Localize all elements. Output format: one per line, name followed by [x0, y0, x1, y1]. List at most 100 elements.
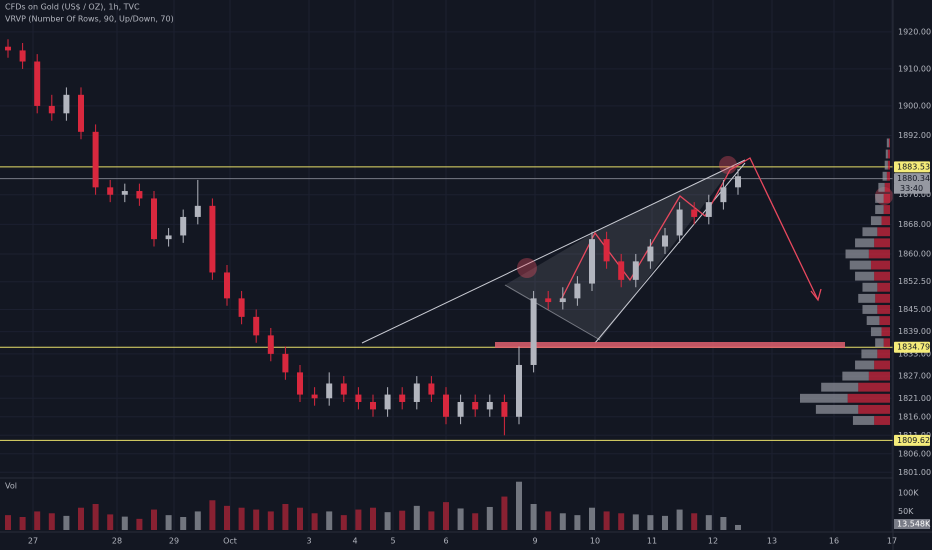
profile-down: [858, 382, 890, 392]
candle-body: [443, 394, 449, 417]
profile-down: [858, 404, 890, 414]
price-tag-label: 1809.62: [897, 436, 930, 445]
candle-body: [428, 383, 435, 395]
volume-bar: [19, 517, 26, 530]
x-tick-label: 13: [767, 537, 777, 546]
price-tag-label: 1883.53: [897, 162, 930, 171]
candle-body: [63, 94, 70, 114]
volume-bar: [63, 515, 70, 530]
profile-down: [877, 349, 890, 359]
candle-body: [92, 131, 99, 188]
volume-bar: [326, 511, 333, 530]
volume-bar: [238, 507, 245, 530]
volume-bar: [589, 507, 595, 530]
upper-trendline: [361, 159, 746, 344]
profile-down: [877, 227, 890, 237]
x-tick-label: 6: [443, 537, 448, 546]
profile-up: [861, 349, 878, 359]
support-zone: [495, 342, 845, 348]
volume-bar: [165, 515, 172, 530]
x-tick-label: 3: [306, 537, 311, 546]
y-tick-label: 1816.00: [898, 412, 931, 421]
candle-body: [78, 94, 84, 132]
projection-path: [559, 157, 819, 303]
candle-body: [516, 364, 522, 417]
candle-body: [691, 209, 698, 217]
price-tag: [894, 434, 930, 446]
volume-bar: [384, 512, 391, 530]
volume-bar: [428, 511, 435, 530]
volume-tag: [894, 519, 930, 529]
profile-down: [883, 205, 890, 214]
candle-body: [384, 394, 391, 410]
y-tick-label: 1892.00: [898, 131, 931, 140]
volume-bar: [516, 481, 522, 530]
x-tick-label: 5: [390, 537, 395, 546]
price-tag-label: 1834.79: [897, 343, 930, 352]
volume-bar: [194, 511, 201, 530]
volume-bar: [340, 515, 347, 530]
x-tick-label: 12: [708, 537, 718, 546]
profile-up: [852, 416, 875, 425]
x-tick-label: 16: [829, 537, 839, 546]
x-tick-label: 29: [169, 537, 179, 546]
profile-down: [874, 238, 890, 248]
volume-bar: [355, 509, 362, 530]
candle-body: [662, 235, 668, 247]
y-tick-label: 1806.00: [898, 449, 931, 458]
candle-body: [19, 50, 26, 62]
candle-body: [121, 191, 128, 195]
volume-title: Vol: [5, 482, 17, 491]
candle-body: [647, 246, 654, 262]
profile-up: [866, 316, 880, 326]
candle-body: [530, 298, 537, 365]
profile-down: [877, 282, 890, 292]
candle-body: [370, 401, 376, 410]
candle-body: [326, 383, 333, 399]
profile-up: [870, 327, 882, 337]
candle-body: [676, 209, 683, 236]
volume-bar: [5, 515, 11, 530]
x-tick-label: 11: [647, 537, 657, 546]
candle-body: [603, 239, 610, 262]
candle-body: [180, 216, 187, 236]
highlight: [517, 258, 537, 278]
indicator-title: VRVP (Number Of Rows, 90, Up/Down, 70): [5, 15, 174, 24]
candle-body: [224, 272, 230, 299]
profile-down: [874, 360, 890, 370]
profile-down: [888, 138, 890, 148]
volume-bar: [457, 508, 464, 530]
volume-bar: [107, 514, 114, 530]
profile-down: [874, 416, 890, 425]
y-tick-label: 1833.00: [898, 349, 931, 358]
profile-up: [884, 160, 888, 170]
volume-bar: [92, 504, 99, 530]
profile-up: [870, 216, 882, 226]
volume-bar: [121, 516, 128, 530]
profile-up: [875, 205, 884, 214]
wedge-edge: [504, 284, 601, 341]
profile-up: [855, 238, 875, 248]
profile-up: [862, 227, 878, 237]
volume-bar: [413, 505, 420, 530]
volume-bar: [267, 511, 274, 530]
candle-body: [501, 401, 508, 417]
profile-down: [887, 149, 890, 159]
volume-bar: [618, 513, 625, 530]
x-tick-label: 28: [112, 537, 122, 546]
x-tick-label: 4: [352, 537, 357, 546]
profile-down: [868, 249, 890, 259]
candle-body: [194, 205, 201, 217]
volume-bar: [603, 511, 610, 530]
x-tick-label: 17: [887, 537, 897, 546]
volume-tick-label: 50K: [898, 507, 914, 516]
profile-up: [886, 138, 889, 148]
candle-body: [5, 46, 11, 51]
volume-bar: [472, 513, 479, 530]
candle-body: [297, 372, 303, 395]
profile-down: [886, 171, 890, 181]
candle-body: [486, 401, 493, 410]
volume-bar: [705, 515, 712, 530]
